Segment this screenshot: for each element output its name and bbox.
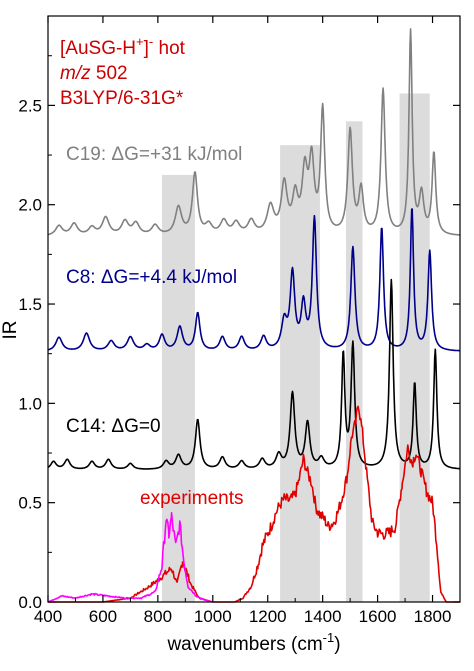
x-tick-label: 400: [34, 607, 62, 626]
x-axis-title: wavenumbers (cm-1): [166, 630, 340, 655]
header-line-3: B3LYP/6-31G*: [60, 88, 184, 109]
series-label-c8: C8: ΔG=+4.4 kJ/mol: [66, 267, 237, 288]
x-tick-label: 1200: [249, 607, 287, 626]
series-layer: [47, 28, 461, 603]
series-c19: [47, 28, 461, 236]
axis-ticks: 400 600 800 1000 1200 1400 1600 1800 0.0 0.5 1.0 1.…: [18, 16, 460, 626]
x-tick-label: 1600: [359, 607, 397, 626]
series-label-c19: C19: ΔG=+31 kJ/mol: [66, 144, 242, 165]
y-tick-label: 0.5: [18, 494, 42, 513]
y-axis-title: IR: [0, 321, 21, 340]
y-tick-label: 2.0: [18, 196, 42, 215]
highlight-band-4: [399, 93, 430, 602]
x-tick-label: 1800: [414, 607, 452, 626]
y-tick-label: 1.0: [18, 394, 42, 413]
x-tick-label: 600: [89, 607, 117, 626]
highlight-band-1: [161, 174, 195, 602]
series-experiments-lowfreq: [47, 511, 213, 603]
series-label-experiments: experiments: [140, 488, 244, 509]
plot-frame: [47, 15, 461, 603]
series-label-c14: C14: ΔG=0: [66, 416, 161, 437]
x-tick-label: 1400: [304, 607, 342, 626]
x-tick-label: 800: [144, 607, 172, 626]
y-tick-label: 1.5: [18, 295, 42, 314]
y-tick-label: 0.0: [18, 593, 42, 612]
series-experiments: [48, 405, 461, 603]
header-line-2: m/z 502: [60, 63, 128, 84]
series-c8: [47, 208, 461, 352]
series-c14: [47, 278, 461, 470]
x-tick-label: 1000: [194, 607, 232, 626]
header-line-1: [AuSG-H+]- hot: [60, 34, 186, 59]
y-tick-label: 2.5: [18, 96, 42, 115]
highlight-band-2: [280, 145, 320, 602]
